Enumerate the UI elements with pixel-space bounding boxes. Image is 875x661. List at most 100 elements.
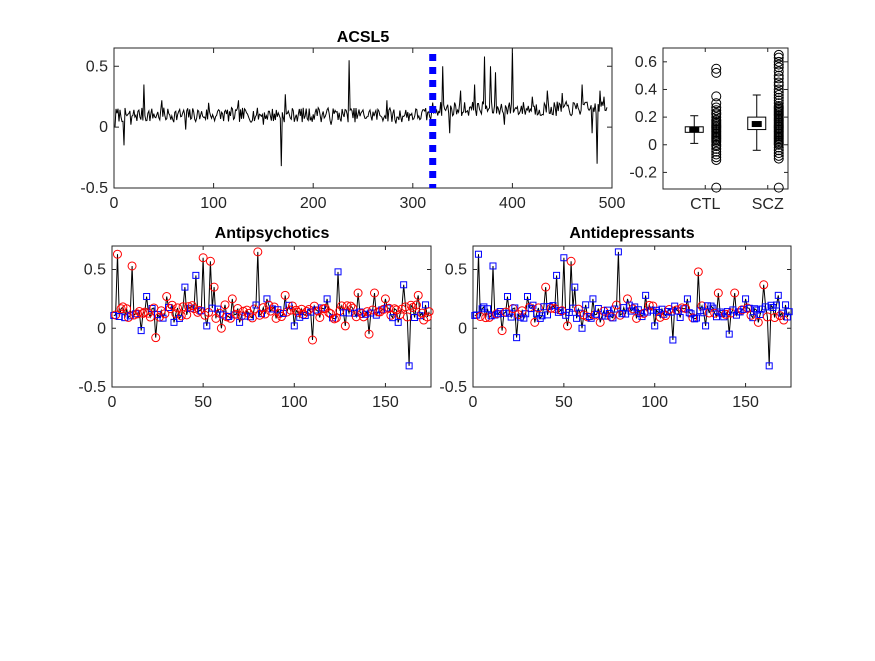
box-outlier-scz (773, 52, 784, 63)
antipsychotics-point-circle (216, 323, 226, 333)
antipsychotics-y-tick-label: 0 (97, 320, 106, 337)
box-outlier-ctl (711, 91, 722, 102)
antidepressants-point-square (522, 310, 530, 318)
antidepressants-point-square (667, 308, 675, 316)
antipsychotics-point-circle (315, 312, 325, 322)
box-outlier-ctl (711, 137, 722, 147)
antidepressants-y-tick-label: -0.5 (439, 379, 467, 396)
antidepressants-point-square (544, 311, 552, 319)
antidepressants-point-square (571, 283, 579, 291)
antidepressants-point-square (573, 314, 581, 322)
boxplot-y-tick-label: 0.2 (635, 109, 657, 126)
boxplot-panel: CTL SCZ -0.2 0 0.2 0.4 0.6 (629, 47, 789, 213)
antipsychotics-point-circle (227, 294, 237, 304)
antidepressants-point-circle (632, 313, 642, 323)
box-outlier-scz (773, 56, 784, 67)
antidepressants-point-circle (713, 288, 723, 298)
antidepressants-point-square (507, 313, 515, 321)
antipsychotics-point-circle (353, 288, 363, 298)
antidepressants-y-tick-label: 0 (458, 320, 467, 337)
antipsychotics-point-square (340, 309, 348, 317)
box-outlier-scz (773, 87, 784, 98)
antidepressants-point-circle (501, 307, 511, 317)
antipsychotics-point-circle (171, 309, 181, 319)
antidepressants-point-square (489, 262, 497, 270)
antipsychotics-point-square (334, 268, 342, 276)
antidepressants-point-circle (595, 317, 605, 327)
antipsychotics-title: Antipsychotics (215, 225, 330, 242)
antipsychotics-point-circle (127, 261, 137, 271)
antidepressants-point-circle (562, 321, 572, 331)
antidepressants-point-square (642, 291, 650, 299)
antidepressants-point-square (703, 302, 711, 310)
antidepressants-point-square (585, 313, 593, 321)
antipsychotics-point-circle (116, 304, 126, 314)
antidepressants-point-square (700, 309, 708, 317)
antidepressants-point-square (651, 322, 659, 330)
antipsychotics-point-circle (400, 302, 410, 312)
antipsychotics-x-tick-label: 150 (372, 394, 399, 411)
antidepressants-point-square (751, 305, 759, 313)
antidepressants-point-square (549, 302, 557, 310)
antidepressants-x-tick-label: 50 (555, 394, 573, 411)
antidepressants-point-circle (484, 312, 494, 322)
antidepressants-point-circle (759, 280, 769, 290)
antipsychotics-point-circle (253, 247, 263, 257)
antipsychotics-point-circle (176, 311, 186, 321)
boxplot-marks (684, 49, 784, 193)
antidepressants-point-circle (628, 304, 638, 314)
antipsychotics-point-circle (346, 301, 356, 311)
box-outlier-ctl (711, 146, 722, 157)
antipsychotics-point-circle (220, 300, 230, 310)
antidepressants-point-square (605, 309, 613, 317)
antipsychotics-axes (111, 245, 432, 388)
antipsychotics-point-circle (362, 307, 372, 317)
box-outlier-scz (773, 66, 784, 77)
antidepressants-title: Antidepressants (569, 225, 694, 242)
box-outlier-ctl (711, 143, 722, 154)
antidepressants-point-square (783, 313, 791, 321)
box-outlier-scz (773, 95, 784, 106)
antipsychotics-y-tick-label: -0.5 (78, 379, 106, 396)
boxplot-y-tick-label: -0.2 (629, 164, 657, 181)
box-outlier-scz (773, 139, 784, 150)
antipsychotics-point-square (323, 295, 331, 303)
antipsychotics-point-square (208, 304, 216, 312)
antipsychotics-point-circle (424, 307, 434, 317)
box-outlier-scz (773, 80, 784, 91)
antidepressants-point-square (769, 303, 777, 311)
antidepressants-point-circle (541, 282, 551, 292)
antipsychotics-point-square (400, 281, 408, 289)
box-outlier-scz (773, 142, 784, 153)
antidepressants-point-square (653, 306, 661, 314)
antipsychotics-point-circle (184, 302, 194, 312)
box-outlier-scz (773, 182, 784, 193)
antidepressants-point-circle (770, 313, 780, 323)
antidepressants-point-circle (615, 310, 625, 320)
antidepressants-point-square (494, 310, 502, 318)
antipsychotics-point-circle (205, 256, 215, 266)
antipsychotics-point-circle (111, 310, 121, 320)
antipsychotics-x-tick-label: 0 (108, 394, 117, 411)
antidepressants-x-tick-label: 100 (641, 394, 668, 411)
antipsychotics-point-square (405, 362, 413, 370)
antidepressants-point-circle (681, 303, 691, 313)
antidepressants-point-square (511, 304, 519, 312)
antipsychotics-point-circle (215, 308, 225, 318)
antipsychotics-point-circle (308, 335, 318, 345)
antipsychotics-point-square (121, 314, 129, 322)
antipsychotics-point-square (389, 314, 397, 322)
antidepressants-point-square (560, 254, 568, 262)
antidepressants-point-square (752, 306, 760, 314)
antidepressants-point-square (474, 250, 482, 258)
antidepressants-panel: Antidepressants 0 50 100 150-0.500.5 (439, 225, 793, 411)
boxplot-x-tick-label: SCZ (752, 196, 784, 213)
antipsychotics-point-square (225, 313, 233, 321)
antipsychotics-point-circle (167, 300, 177, 310)
acsl5-x-tick-label: 0 (110, 195, 119, 212)
antidepressants-point-square (500, 309, 508, 317)
box-outlier-scz (773, 59, 784, 70)
antipsychotics-y-tick-label: 0.5 (84, 262, 106, 279)
antidepressants-point-square (553, 271, 561, 279)
antidepressants-point-circle (762, 312, 772, 322)
